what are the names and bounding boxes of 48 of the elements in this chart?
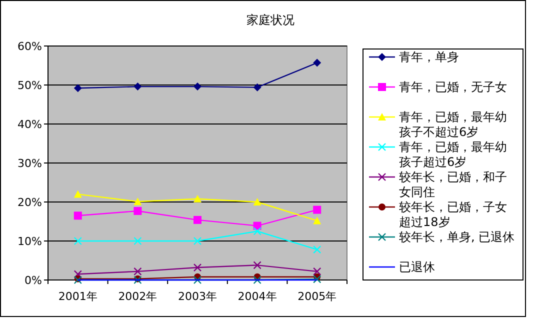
point [134, 82, 142, 91]
y-tick-label: 50% [18, 78, 42, 92]
point [193, 263, 202, 272]
x-tick-label: 2005年 [298, 290, 337, 303]
point [134, 267, 142, 276]
point [313, 267, 322, 276]
point [74, 212, 82, 220]
y-tick-label: 20% [18, 196, 42, 209]
point [313, 245, 322, 254]
point [253, 198, 262, 206]
point [313, 206, 322, 214]
point [253, 261, 262, 270]
y-tick-label: 60% [18, 40, 42, 53]
legend-label: 较年长，单身, 已退休 [399, 230, 515, 244]
point [253, 227, 262, 236]
point [253, 276, 262, 284]
legend-label: 较年长，已婚，子女超过18岁 [399, 200, 507, 230]
legend-label: 较年长，已婚，和子女同住 [399, 170, 507, 200]
x-tick-label: 2001年 [58, 290, 98, 303]
y-tick-label: 30% [18, 156, 42, 170]
point [74, 270, 82, 278]
y-tick-label: 10% [18, 234, 42, 248]
x-tick-label: 2004年 [238, 290, 277, 303]
legend-label: 青年，已婚，最年幼孩子超过6岁 [399, 140, 507, 170]
y-tick-label: 40% [18, 118, 42, 131]
y-tick-label: 0% [24, 274, 42, 287]
legend-label: 青年，单身 [399, 50, 459, 64]
legend-label: 青年，已婚，最年幼孩子不超过6岁 [399, 110, 507, 140]
point [74, 236, 82, 246]
point [313, 275, 322, 284]
point [74, 84, 82, 92]
point [313, 58, 322, 67]
point [194, 82, 202, 91]
point [134, 236, 142, 246]
legend-label: 已退休 [399, 260, 435, 274]
legend-label: 青年，已婚，无子女 [399, 80, 507, 94]
point [253, 83, 262, 92]
point [194, 194, 202, 202]
point [193, 276, 202, 284]
point [313, 216, 322, 224]
x-tick-label: 2002年 [118, 290, 158, 303]
x-tick-label: 2003年 [178, 290, 217, 303]
point [134, 206, 142, 215]
point [194, 216, 202, 224]
chart-title: 家庭状况 [246, 13, 294, 27]
point [74, 190, 82, 198]
point [193, 236, 202, 246]
point [134, 198, 142, 206]
